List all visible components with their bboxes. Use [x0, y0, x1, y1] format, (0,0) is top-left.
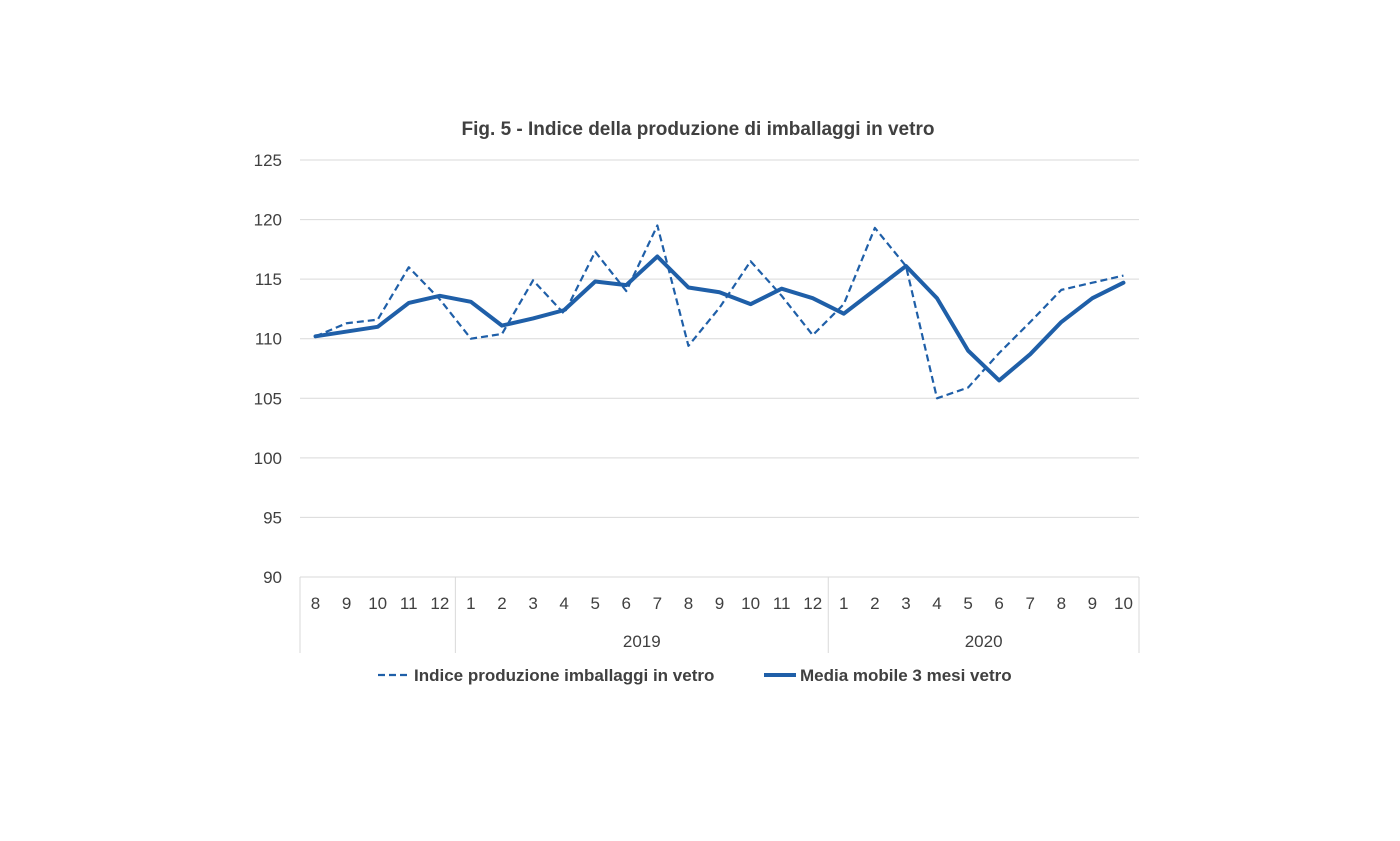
- y-tick-label: 120: [254, 211, 282, 230]
- x-tick-label: 5: [963, 594, 972, 613]
- x-tick-label: 8: [1057, 594, 1066, 613]
- x-tick-label: 6: [622, 594, 631, 613]
- x-tick-label: 6: [994, 594, 1003, 613]
- y-tick-label: 115: [255, 270, 282, 289]
- x-tick-label: 10: [368, 594, 387, 613]
- series-lines: [313, 224, 1126, 400]
- x-tick-label: 2: [870, 594, 879, 613]
- x-tick-label: 8: [684, 594, 693, 613]
- x-tick-label: 9: [715, 594, 724, 613]
- x-tick-label: 11: [400, 594, 418, 613]
- legend-label: Media mobile 3 mesi vetro: [800, 666, 1012, 685]
- y-tick-label: 125: [254, 151, 282, 170]
- x-tick-label: 1: [466, 594, 475, 613]
- x-tick-label: 11: [773, 594, 791, 613]
- x-tick-label: 12: [803, 594, 822, 613]
- x-tick-label: 9: [1088, 594, 1097, 613]
- x-tick-label: 5: [590, 594, 599, 613]
- x-tick-label: 12: [430, 594, 449, 613]
- series-line-1: [315, 224, 1124, 400]
- y-tick-label: 90: [263, 568, 282, 587]
- x-tick-label: 7: [1026, 594, 1035, 613]
- x-tick-label: 4: [932, 594, 941, 613]
- y-tick-label: 105: [254, 389, 282, 408]
- x-tick-label: 3: [528, 594, 537, 613]
- x-group-label: 2019: [623, 632, 661, 651]
- gridlines: [300, 159, 1139, 578]
- x-tick-label: 8: [311, 594, 320, 613]
- y-axis: 90 95 100 105 110 115 120 125: [254, 151, 282, 587]
- x-tick-label: 1: [839, 594, 848, 613]
- x-tick-label: 7: [653, 594, 662, 613]
- legend-label: Indice produzione imballaggi in vetro: [414, 666, 714, 685]
- y-tick-label: 100: [254, 449, 282, 468]
- x-tick-label: 10: [1114, 594, 1133, 613]
- legend: Indice produzione imballaggi in vetro Med…: [378, 666, 1012, 685]
- x-tick-label: 4: [559, 594, 568, 613]
- chart-title: Fig. 5 - Indice della produzione di imba…: [462, 119, 935, 140]
- y-tick-label: 95: [263, 508, 282, 527]
- x-tick-label: 2: [497, 594, 506, 613]
- x-tick-label: 10: [741, 594, 760, 613]
- x-tick-label: 3: [901, 594, 910, 613]
- y-tick-label: 110: [255, 330, 282, 349]
- series-line-2: [313, 254, 1126, 383]
- x-tick-label: 9: [342, 594, 351, 613]
- x-group-label: 2020: [965, 632, 1003, 651]
